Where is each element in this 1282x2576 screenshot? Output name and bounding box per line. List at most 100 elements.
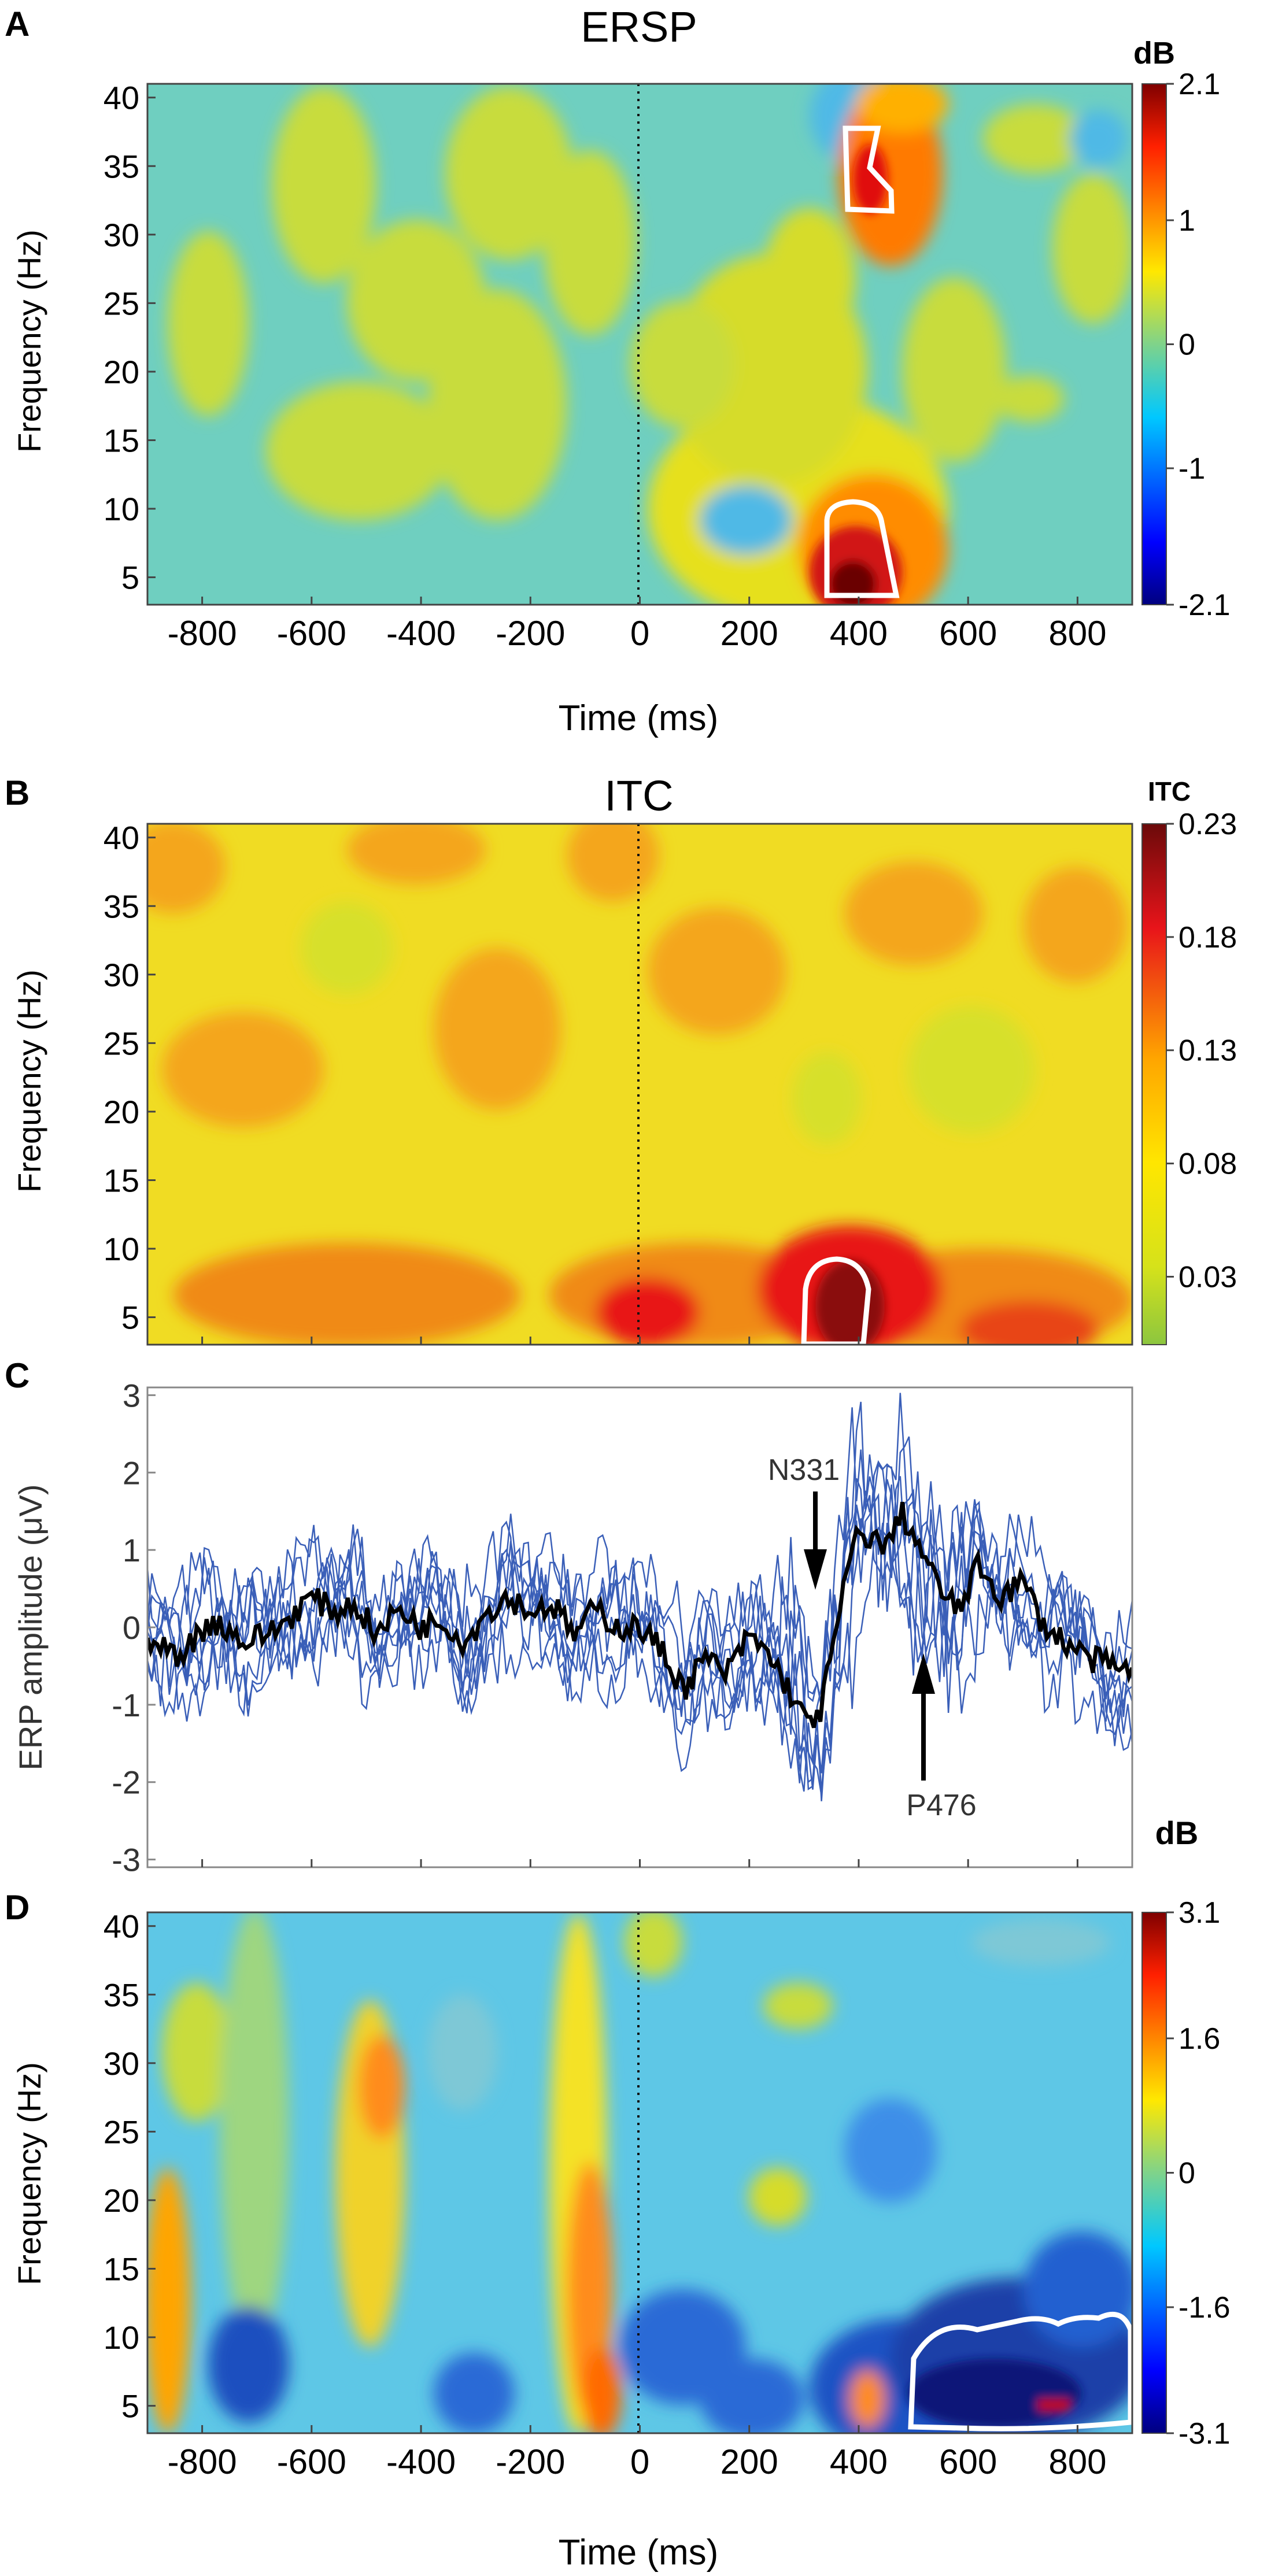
erp-subject-trace bbox=[147, 1393, 1132, 1801]
y-tick-label: 35 bbox=[104, 148, 139, 184]
x-tick-label: -800 bbox=[168, 614, 237, 653]
y-tick-label: 10 bbox=[104, 1231, 139, 1267]
y-axis-b: 40 35 30 25 20 15 10 5 bbox=[104, 820, 156, 1336]
colorbar-tick-label: 0.03 bbox=[1178, 1260, 1237, 1294]
colorbar-ticks-b: 0.23 0.18 0.13 0.08 0.03 bbox=[1166, 808, 1237, 1294]
y-tick-label: 5 bbox=[121, 2388, 139, 2425]
x-tick-label: -200 bbox=[496, 2442, 565, 2481]
colorbar-tick-label: 2.1 bbox=[1178, 68, 1220, 101]
erp-traces bbox=[147, 1393, 1132, 1801]
colorbar-tick-label: 0.13 bbox=[1178, 1034, 1237, 1068]
y-tick-label: 20 bbox=[104, 1094, 139, 1130]
x-axis-d: -800 -600 -400 -200 0 200 400 600 800 bbox=[168, 2425, 1106, 2481]
y-tick-label: -3 bbox=[112, 1842, 141, 1878]
colorbar-tick-label: 0.23 bbox=[1178, 808, 1237, 841]
ersp-heatmap-d bbox=[147, 1912, 1132, 2433]
y-tick-label: 5 bbox=[121, 1300, 139, 1336]
x-tick-label: 800 bbox=[1048, 2442, 1106, 2481]
colorbar-tick-label: -2.1 bbox=[1178, 589, 1231, 622]
y-tick-label: 3 bbox=[123, 1377, 141, 1413]
y-axis-label-c: ERP amplitude (μV) bbox=[12, 1485, 49, 1771]
y-tick-label: 20 bbox=[104, 354, 139, 390]
colorbar-tick-label: 0.08 bbox=[1178, 1148, 1237, 1181]
x-axis-c bbox=[201, 1859, 1078, 1867]
erp-mean-trace bbox=[147, 1501, 1132, 1729]
panel-letter-c: C bbox=[5, 1356, 29, 1395]
y-tick-label: 15 bbox=[104, 1162, 139, 1198]
colorbar-tick-label: 0 bbox=[1178, 328, 1195, 362]
x-tick-label: 400 bbox=[830, 2442, 888, 2481]
y-tick-label: 35 bbox=[104, 1977, 139, 2013]
significance-contour bbox=[843, 125, 895, 214]
x-tick-label: -600 bbox=[277, 614, 346, 653]
x-axis-b bbox=[201, 1337, 1078, 1345]
y-tick-label: 40 bbox=[104, 1908, 139, 1945]
x-axis-label-a: Time (ms) bbox=[559, 698, 719, 738]
y-tick-label: 30 bbox=[104, 217, 139, 253]
x-axis-a: -800 -600 -400 -200 0 200 400 600 800 bbox=[168, 597, 1106, 653]
n331-arrow-head bbox=[804, 1549, 827, 1590]
y-tick-label: 35 bbox=[104, 888, 139, 924]
x-tick-label: 0 bbox=[630, 614, 649, 653]
y-axis-d: 40 35 30 25 20 15 10 5 bbox=[104, 1908, 156, 2425]
p476-label: P476 bbox=[906, 1789, 976, 1822]
colorbar-tick-label: -1 bbox=[1178, 452, 1205, 486]
colorbar-title-b: ITC bbox=[1148, 776, 1191, 806]
itc-title: ITC bbox=[604, 772, 673, 820]
colorbar-ticks-a: 2.1 1 0 -1 -2.1 bbox=[1166, 68, 1231, 622]
y-tick-label: 10 bbox=[104, 2319, 139, 2356]
y-tick-label: 30 bbox=[104, 2045, 139, 2082]
y-tick-label: 10 bbox=[104, 491, 139, 527]
y-tick-label: 15 bbox=[104, 2251, 139, 2287]
significance-contour bbox=[908, 2311, 1132, 2431]
y-tick-label: -1 bbox=[112, 1687, 141, 1723]
x-axis-label-d: Time (ms) bbox=[559, 2533, 719, 2573]
panel-letter-d: D bbox=[5, 1888, 29, 1927]
y-tick-label: 20 bbox=[104, 2182, 139, 2219]
itc-heatmap bbox=[147, 824, 1132, 1345]
y-tick-label: 1 bbox=[123, 1532, 141, 1568]
colorbar-ticks-d: 3.1 1.6 0 -1.6 -3.1 bbox=[1166, 1896, 1231, 2451]
y-axis-a: 40 35 30 25 20 15 10 5 bbox=[104, 80, 156, 596]
colorbar-b bbox=[1141, 823, 1167, 1345]
colorbar-tick-label: 0.18 bbox=[1178, 921, 1237, 954]
y-tick-label: 15 bbox=[104, 422, 139, 458]
panel-letter-a: A bbox=[5, 5, 29, 43]
y-tick-label: 25 bbox=[104, 2114, 139, 2150]
erp-subject-trace bbox=[147, 1401, 1132, 1751]
colorbar-title-d: dB bbox=[1155, 1815, 1199, 1851]
colorbar-tick-label: 1 bbox=[1178, 204, 1195, 238]
significance-contour bbox=[824, 499, 900, 598]
y-axis-label-a: Frequency (Hz) bbox=[11, 230, 47, 453]
x-tick-label: -800 bbox=[168, 2442, 237, 2481]
colorbar-tick-label: 1.6 bbox=[1178, 2022, 1220, 2056]
x-tick-label: -400 bbox=[386, 614, 456, 653]
y-tick-label: 25 bbox=[104, 1025, 139, 1061]
y-tick-label: 40 bbox=[104, 80, 139, 116]
ersp-title: ERSP bbox=[581, 3, 697, 51]
colorbar-d bbox=[1141, 1912, 1167, 2434]
panel-letter-b: B bbox=[5, 773, 29, 812]
y-tick-label: 5 bbox=[121, 560, 139, 596]
x-tick-label: -200 bbox=[496, 614, 565, 653]
y-tick-label: 30 bbox=[104, 957, 139, 993]
x-tick-label: 200 bbox=[721, 614, 778, 653]
x-tick-label: 800 bbox=[1048, 614, 1106, 653]
y-tick-label: 25 bbox=[104, 285, 139, 321]
x-tick-label: -600 bbox=[277, 2442, 346, 2481]
x-tick-label: -400 bbox=[386, 2442, 456, 2481]
x-tick-label: 600 bbox=[939, 614, 997, 653]
n331-label: N331 bbox=[768, 1453, 840, 1487]
significance-contour bbox=[801, 1256, 871, 1345]
colorbar-a bbox=[1141, 83, 1167, 605]
colorbar-title-a: dB bbox=[1133, 36, 1175, 71]
x-tick-label: 600 bbox=[939, 2442, 997, 2481]
y-axis-label-b: Frequency (Hz) bbox=[11, 969, 47, 1193]
y-axis-c: 3 2 1 0 -1 -2 -3 bbox=[112, 1377, 156, 1878]
x-tick-label: 400 bbox=[830, 614, 888, 653]
colorbar-tick-label: -1.6 bbox=[1178, 2291, 1231, 2325]
ersp-heatmap bbox=[147, 84, 1132, 605]
colorbar-tick-label: 3.1 bbox=[1178, 1896, 1220, 1930]
x-tick-label: 200 bbox=[721, 2442, 778, 2481]
